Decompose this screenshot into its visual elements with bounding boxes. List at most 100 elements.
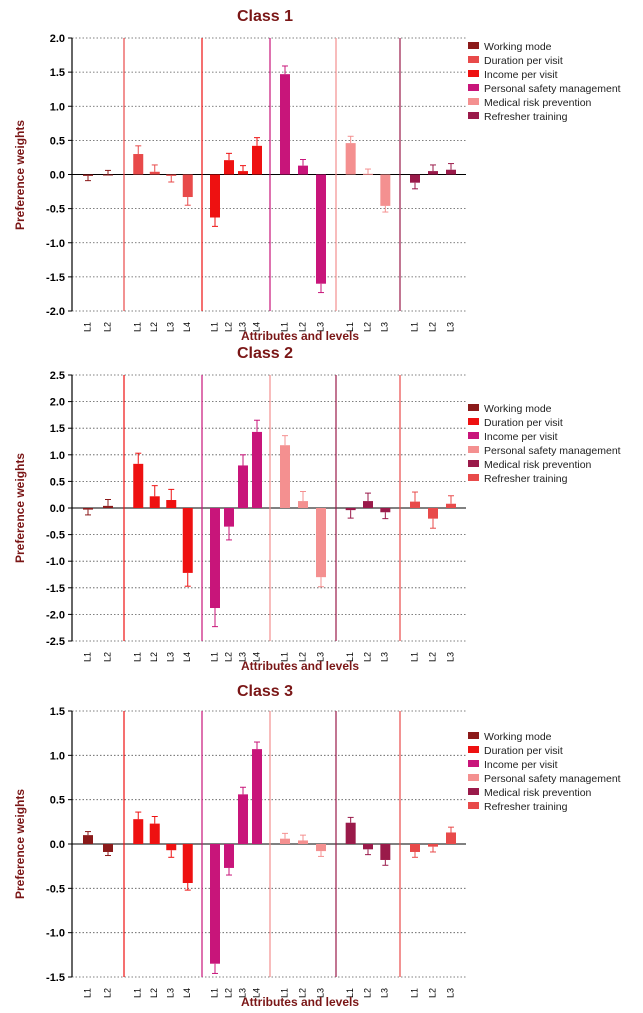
bar-personal-safety-management-l2: [298, 840, 308, 844]
legend-swatch: [468, 760, 479, 767]
bar-medical-risk-prevention-l2: [363, 844, 373, 850]
bar-personal-safety-management-l1: [280, 74, 290, 175]
x-tick-label: L2: [362, 988, 372, 998]
x-tick-label: L2: [297, 988, 307, 998]
legend-swatch: [468, 98, 479, 105]
x-tick-label: L2: [102, 322, 112, 332]
legend-label: Refresher training: [484, 473, 568, 485]
bar-refresher-training-l2: [428, 844, 438, 847]
legend-item-income-per-visit: Income per visit: [468, 431, 558, 445]
legend-label: Income per visit: [484, 69, 558, 81]
x-tick-label: L1: [279, 988, 289, 998]
bar-personal-safety-management-l3: [316, 174, 326, 284]
x-tick-label: L3: [315, 652, 325, 662]
legend-swatch: [468, 460, 479, 467]
legend-label: Personal safety management: [484, 445, 621, 457]
x-tick-label: L4: [182, 652, 192, 662]
bar-duration-per-visit-l1: [133, 463, 144, 508]
bar-working-mode-l2: [103, 505, 113, 508]
bar-income-per-visit-l1: [210, 174, 220, 218]
x-axis-title: Attributes and levels: [240, 995, 360, 1009]
x-tick-label: L3: [380, 652, 390, 662]
y-tick-label: -0.5: [46, 204, 65, 216]
x-tick-label: L2: [362, 322, 372, 332]
x-tick-label: L1: [133, 322, 143, 332]
x-tick-label: L3: [445, 652, 455, 662]
legend-label: Working mode: [484, 403, 552, 415]
y-tick-label: 2.0: [50, 33, 65, 45]
x-tick-label: L1: [345, 988, 355, 998]
legend-label: Medical risk prevention: [484, 459, 592, 471]
legend-item-income-per-visit: Income per visit: [468, 759, 558, 773]
bar-personal-safety-management-l1: [280, 838, 290, 844]
legend-item-working-mode: Working mode: [468, 731, 552, 745]
legend-label: Duration per visit: [484, 417, 563, 429]
legend-swatch: [468, 446, 479, 453]
bar-personal-safety-management-l3: [316, 508, 326, 578]
x-tick-label: L1: [82, 988, 92, 998]
legend-swatch: [468, 112, 479, 119]
x-tick-label: L1: [82, 652, 92, 662]
legend-item-personal-safety-management: Personal safety management: [468, 773, 621, 787]
y-tick-label: 0.0: [50, 839, 65, 851]
legend-swatch: [468, 56, 479, 63]
x-tick-label: L1: [209, 322, 219, 332]
legend-label: Medical risk prevention: [484, 97, 592, 109]
x-tick-label: L3: [237, 322, 247, 332]
legend: Working mode Duration per visit Income per…: [468, 41, 643, 125]
x-tick-label: L3: [237, 988, 247, 998]
x-tick-label: L1: [409, 322, 419, 332]
bar-refresher-training-l2: [428, 508, 438, 519]
legend-item-refresher-training: Refresher training: [468, 473, 567, 487]
y-tick-label: -1.5: [46, 972, 65, 984]
x-tick-label: L1: [279, 322, 289, 332]
legend-swatch: [468, 746, 479, 753]
y-tick-label: 1.5: [50, 706, 65, 718]
legend-swatch: [468, 70, 479, 77]
bar-refresher-training-l3: [446, 832, 456, 844]
bar-working-mode-l2: [103, 174, 113, 176]
bar-income-per-visit-l1: [210, 508, 220, 609]
bar-duration-per-visit-l4: [182, 174, 193, 198]
chart-panel-1: Class 1 2.0 1.5 1.0 0.5 0.0 -0.5 -1.0 -1.5 -2.0 L1…: [0, 8, 643, 347]
legend-item-duration-per-visit: Duration per visit: [468, 55, 563, 69]
bar-personal-safety-management-l1: [280, 445, 290, 508]
y-tick-label: -2.0: [46, 609, 65, 621]
bar-medical-risk-prevention-l2: [363, 501, 373, 508]
y-tick-label: -1.0: [46, 928, 65, 940]
legend-label: Refresher training: [484, 111, 568, 123]
legend-swatch: [468, 802, 479, 809]
legend-swatch: [468, 432, 479, 439]
chart-svg: 2.5 2.0 1.5 1.0 0.5 0.0 -0.5 -1.0 -1.5 -2.0 -2.5 L1…: [46, 370, 466, 662]
legend-item-duration-per-visit: Duration per visit: [468, 417, 563, 431]
bar-medical-risk-prevention-l1: [345, 822, 356, 844]
x-tick-label: L4: [251, 322, 261, 332]
bar-medical-risk-prevention-l3: [380, 508, 391, 513]
y-tick-label: 1.5: [50, 67, 65, 79]
legend-swatch: [468, 42, 479, 49]
bar-duration-per-visit-l1: [133, 819, 144, 844]
y-tick-label: 1.5: [50, 423, 65, 435]
chart-panel-2: Class 2 2.5 2.0 1.5 1.0 0.5 0.0 -0.5 -1.0 -1.5 -2.…: [0, 345, 643, 677]
bar-personal-safety-management-l2: [298, 165, 308, 175]
legend-label: Personal safety management: [484, 773, 621, 785]
bar-duration-per-visit-l2: [149, 496, 160, 508]
x-tick-label: L2: [297, 652, 307, 662]
y-tick-label: 2.5: [50, 370, 65, 382]
legend-swatch: [468, 788, 479, 795]
bar-duration-per-visit-l2: [149, 171, 160, 175]
x-tick-label: L3: [166, 652, 176, 662]
y-tick-label: 0.0: [50, 503, 65, 515]
bar-medical-risk-prevention-l2: [363, 173, 373, 175]
legend: Working mode Duration per visit Income per…: [468, 731, 643, 815]
legend-item-working-mode: Working mode: [468, 41, 552, 55]
legend: Working mode Duration per visit Income per…: [468, 403, 643, 487]
bar-working-mode-l1: [83, 508, 93, 510]
x-tick-label: L3: [166, 988, 176, 998]
bar-duration-per-visit-l4: [182, 508, 193, 573]
legend-swatch: [468, 732, 479, 739]
x-tick-label: L1: [133, 652, 143, 662]
x-tick-label: L2: [362, 652, 372, 662]
bar-income-per-visit-l3: [238, 465, 248, 508]
y-axis-title: Preference weights: [13, 788, 27, 900]
